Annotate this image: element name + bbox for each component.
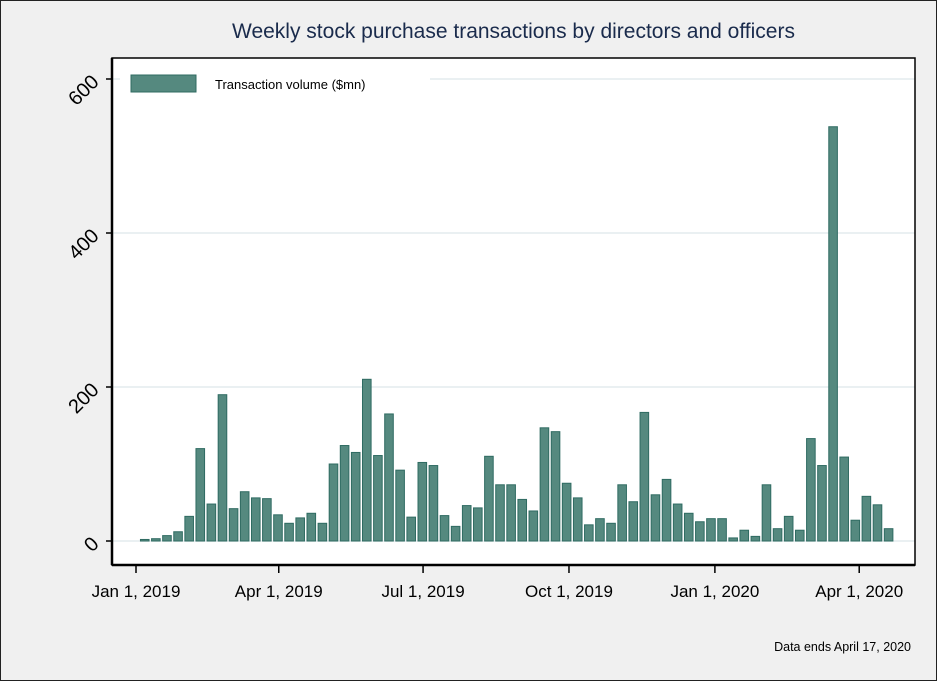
bar [683, 512, 694, 542]
bar [706, 518, 716, 542]
bar [317, 522, 328, 542]
bar [661, 478, 672, 542]
bar [473, 507, 483, 542]
bar [239, 491, 250, 542]
bar [806, 438, 816, 542]
legend-swatch [130, 74, 197, 93]
bar [828, 126, 838, 542]
bar [339, 445, 350, 542]
bar [206, 503, 217, 542]
bar [528, 510, 539, 542]
bar [395, 469, 405, 542]
bar [872, 504, 883, 542]
bar [306, 512, 317, 542]
bar [772, 528, 783, 542]
bar [506, 484, 516, 542]
bar [273, 514, 283, 542]
y-tick-label: 200 [64, 379, 103, 418]
bar [484, 455, 494, 542]
bar [439, 515, 450, 542]
bar [406, 516, 417, 542]
bar [284, 522, 294, 542]
bar [328, 463, 339, 542]
bar [228, 508, 239, 542]
chart-title: Weekly stock purchase transactions by di… [232, 20, 795, 43]
y-tick-label: 400 [64, 225, 103, 264]
bar [295, 517, 305, 542]
bar [850, 519, 861, 542]
bar [739, 529, 750, 542]
bar [539, 427, 550, 542]
bar [195, 448, 206, 542]
bar [428, 465, 439, 542]
bar [173, 531, 183, 542]
x-tick-label: Jan 1, 2020 [670, 582, 759, 601]
data-note: Data ends April 17, 2020 [774, 640, 911, 654]
bar [461, 505, 472, 542]
plot-area [112, 58, 915, 565]
bar [517, 498, 528, 542]
bar [650, 494, 661, 542]
x-tick-label: Jan 1, 2019 [92, 582, 181, 601]
y-tick-label: 600 [64, 71, 103, 110]
bar [794, 529, 805, 542]
bar [139, 538, 150, 542]
bar [783, 515, 794, 542]
bar [584, 524, 594, 542]
bar [495, 484, 505, 542]
bar [151, 538, 161, 542]
bar [417, 461, 428, 542]
bar [450, 525, 461, 542]
bar [162, 535, 172, 542]
bar [384, 413, 394, 542]
bar [628, 501, 639, 542]
legend-label: Transaction volume ($mn) [215, 77, 366, 92]
bar [361, 378, 372, 542]
bar [184, 515, 194, 542]
bar [839, 456, 849, 542]
y-tick-label: 0 [80, 533, 103, 556]
bar [617, 484, 627, 542]
bar [695, 521, 705, 542]
bar [262, 498, 272, 542]
bar [717, 518, 727, 542]
bar [639, 411, 650, 542]
bar [861, 495, 872, 542]
bar [750, 535, 761, 542]
bar [606, 522, 616, 542]
bar [728, 537, 738, 542]
bar [672, 503, 683, 542]
bar [250, 497, 261, 542]
bar [761, 484, 772, 542]
bar [350, 451, 361, 542]
x-tick-label: Jul 1, 2019 [381, 582, 464, 601]
bar [883, 528, 894, 542]
bar [572, 497, 583, 542]
bar [550, 431, 561, 542]
x-tick-label: Apr 1, 2019 [235, 582, 323, 601]
bar [595, 518, 605, 542]
bar [217, 394, 228, 542]
bar [561, 482, 572, 542]
bar [817, 465, 827, 542]
bar [373, 455, 383, 542]
x-tick-label: Apr 1, 2020 [815, 582, 903, 601]
x-tick-label: Oct 1, 2019 [525, 582, 613, 601]
